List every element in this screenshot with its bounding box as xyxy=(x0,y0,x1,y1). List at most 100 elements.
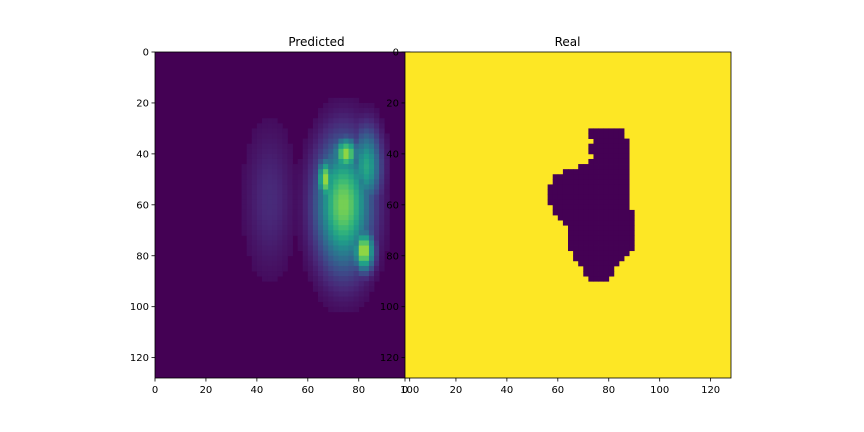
heatmap-cell xyxy=(277,194,283,201)
heatmap-cell xyxy=(312,133,319,139)
heatmap-cell xyxy=(598,265,605,272)
heatmap-cell xyxy=(348,220,355,226)
heatmap-cell xyxy=(318,194,324,201)
heatmap-cell xyxy=(618,189,625,196)
heatmap-cell xyxy=(241,164,248,170)
heatmap-cell xyxy=(624,245,630,252)
heatmap-cell xyxy=(328,240,334,246)
heatmap-cell xyxy=(323,265,329,272)
heatmap-cell xyxy=(368,169,375,175)
heatmap-cell xyxy=(384,158,390,165)
heatmap-cell xyxy=(379,138,385,145)
heatmap-cell xyxy=(246,184,253,190)
heatmap-cell xyxy=(343,97,349,104)
predicted-heatmap xyxy=(155,52,410,378)
heatmap-cell xyxy=(241,215,248,221)
heatmap-cell xyxy=(588,276,594,282)
heatmap-cell xyxy=(287,194,293,201)
x-tick-label: 80 xyxy=(602,385,615,396)
heatmap-cell xyxy=(307,143,314,150)
heatmap-cell xyxy=(267,138,273,145)
heatmap-cell xyxy=(338,281,344,287)
heatmap-cell xyxy=(333,199,339,206)
heatmap-cell xyxy=(588,235,594,241)
heatmap-cell xyxy=(583,260,589,267)
heatmap-cell xyxy=(618,230,625,236)
heatmap-cell xyxy=(246,215,253,221)
heatmap-cell xyxy=(251,260,258,267)
heatmap-cell xyxy=(573,204,579,211)
heatmap-cell xyxy=(343,301,349,308)
heatmap-cell xyxy=(338,174,344,180)
heatmap-cell xyxy=(312,209,319,216)
heatmap-cell xyxy=(343,296,349,302)
heatmap-cell xyxy=(568,220,574,226)
heatmap-cell xyxy=(384,174,390,180)
heatmap-cell xyxy=(246,153,253,160)
heatmap-cell xyxy=(568,189,574,196)
heatmap-cell xyxy=(379,118,385,124)
heatmap-cell xyxy=(251,174,258,180)
heatmap-cell xyxy=(318,204,324,211)
heatmap-cell xyxy=(603,174,610,180)
heatmap-cell xyxy=(312,138,319,145)
heatmap-cell xyxy=(583,230,589,236)
heatmap-cell xyxy=(323,102,329,109)
heatmap-cell xyxy=(328,184,334,190)
heatmap-cell xyxy=(358,174,365,180)
heatmap-cell xyxy=(358,123,365,129)
heatmap-cell xyxy=(588,220,594,226)
heatmap-cell xyxy=(358,220,365,226)
heatmap-cell xyxy=(608,225,615,231)
heatmap-cell xyxy=(246,245,253,252)
heatmap-cell xyxy=(374,204,380,211)
heatmap-cell xyxy=(379,199,385,206)
heatmap-cell xyxy=(333,204,339,211)
heatmap-cell xyxy=(363,102,370,109)
heatmap-cell xyxy=(292,215,299,221)
heatmap-cell xyxy=(552,174,559,180)
heatmap-cell xyxy=(277,174,283,180)
heatmap-cell xyxy=(277,225,283,231)
heatmap-cell xyxy=(282,164,288,170)
heatmap-cell xyxy=(338,250,344,257)
heatmap-cell xyxy=(318,291,324,297)
heatmap-cell xyxy=(343,158,349,165)
heatmap-cell xyxy=(297,204,304,211)
heatmap-cell xyxy=(292,230,299,236)
heatmap-cell xyxy=(608,189,615,196)
heatmap-cell xyxy=(343,143,349,150)
heatmap-cell xyxy=(608,148,615,155)
heatmap-cell xyxy=(624,164,630,170)
heatmap-cell xyxy=(272,209,278,216)
heatmap-cell xyxy=(333,169,339,175)
heatmap-cell xyxy=(256,184,263,190)
heatmap-cell xyxy=(374,230,380,236)
heatmap-cell xyxy=(333,260,339,267)
heatmap-cell xyxy=(618,215,625,221)
heatmap-cell xyxy=(318,113,324,119)
heatmap-cell xyxy=(368,184,375,190)
heatmap-cell xyxy=(618,138,625,145)
heatmap-cell xyxy=(302,153,309,160)
heatmap-cell xyxy=(343,113,349,119)
heatmap-cell xyxy=(343,153,349,160)
heatmap-cell xyxy=(562,199,569,206)
heatmap-cell xyxy=(379,225,385,231)
heatmap-cell xyxy=(353,240,360,246)
heatmap-cell xyxy=(379,215,385,221)
heatmap-cell xyxy=(358,235,365,241)
heatmap-cell xyxy=(588,164,594,170)
heatmap-cell xyxy=(333,271,339,277)
heatmap-cell xyxy=(318,133,324,139)
heatmap-cell xyxy=(348,179,355,185)
heatmap-cell xyxy=(338,225,344,231)
heatmap-cell xyxy=(328,153,334,160)
heatmap-cell xyxy=(624,158,630,165)
heatmap-cell xyxy=(256,138,263,145)
heatmap-cell xyxy=(333,296,339,302)
heatmap-cell xyxy=(246,179,253,185)
heatmap-cell xyxy=(287,250,293,257)
heatmap-cell xyxy=(261,189,268,196)
heatmap-cell xyxy=(618,255,625,262)
